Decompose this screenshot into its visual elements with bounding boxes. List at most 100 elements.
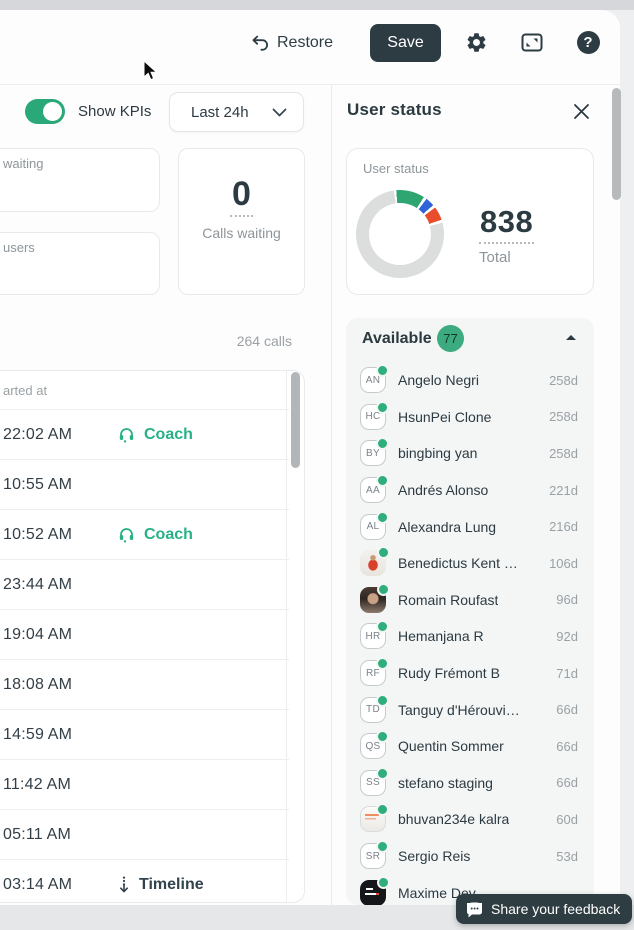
user-row[interactable]: RF Rudy Frémont B 71d	[346, 655, 594, 692]
panel-scrollbar-thumb[interactable]	[612, 88, 621, 200]
call-started-at: 22:02 AM	[3, 425, 73, 443]
save-button[interactable]: Save	[370, 24, 441, 62]
share-feedback-label: Share your feedback	[491, 901, 621, 917]
avatar-initials: BY	[366, 447, 380, 459]
call-started-at: 10:55 AM	[3, 475, 73, 493]
avatar-initials: AL	[366, 521, 380, 533]
user-duration: 96d	[556, 592, 578, 608]
user-row[interactable]: Romain Roufast 96d	[346, 582, 594, 619]
column-header-started-at[interactable]: arted at	[3, 383, 48, 398]
avatar: BY	[360, 437, 389, 467]
user-status-donut-chart	[356, 190, 444, 278]
user-row[interactable]: SR Sergio Reis 53d	[346, 838, 594, 875]
user-status-card: User status 838 Total	[346, 148, 594, 295]
settings-button[interactable]	[461, 27, 491, 57]
call-started-at: 18:08 AM	[3, 675, 73, 693]
table-row[interactable]: 14:59 AM	[0, 709, 289, 759]
time-range-dropdown[interactable]: Last 24h	[169, 92, 304, 132]
timeline-button[interactable]: Timeline	[118, 876, 204, 894]
table-row[interactable]: 10:55 AM	[0, 459, 289, 509]
user-name: Romain Roufast	[398, 591, 499, 608]
user-name: Angelo Negri	[398, 372, 479, 389]
user-row[interactable]: HR Hemanjana R 92d	[346, 618, 594, 655]
available-section: Available 77 AN Angelo Negri 258d HC Hsu…	[346, 318, 594, 905]
avatar: RF	[360, 657, 389, 687]
user-duration: 53d	[556, 848, 578, 864]
header-divider	[0, 84, 620, 85]
user-duration: 66d	[556, 702, 578, 718]
table-scrollbar-thumb[interactable]	[291, 372, 300, 468]
chevron-down-icon	[272, 108, 287, 117]
user-name: stefano staging	[398, 774, 493, 791]
gear-icon	[465, 31, 488, 54]
timeline-label: Timeline	[139, 875, 204, 893]
user-row[interactable]: SS stefano staging 66d	[346, 765, 594, 802]
table-column-border	[286, 371, 287, 902]
calls-waiting-label: Calls waiting	[202, 225, 281, 241]
user-row[interactable]: Benedictus Kent … 106d	[346, 545, 594, 582]
coach-button[interactable]: Coach	[118, 526, 193, 544]
user-row[interactable]: AA Andrés Alonso 221d	[346, 472, 594, 509]
user-row[interactable]: BY bingbing yan 258d	[346, 435, 594, 472]
panel-close-button[interactable]	[568, 98, 594, 124]
avatar-initials: HC	[365, 411, 381, 423]
table-row[interactable]: 22:02 AM Coach	[0, 409, 289, 459]
table-row[interactable]: 03:14 AM Timeline	[0, 859, 289, 902]
presence-dot-icon	[377, 582, 390, 596]
user-name: Andrés Alonso	[398, 482, 489, 499]
fullscreen-button[interactable]	[517, 27, 547, 57]
avatar: HR	[360, 620, 389, 650]
user-row[interactable]: QS Quentin Sommer 66d	[346, 728, 594, 765]
user-duration: 60d	[556, 811, 578, 827]
presence-dot-icon	[376, 657, 389, 671]
restore-button[interactable]: Restore	[250, 28, 333, 58]
kpi-card-calls-waiting: 0 Calls waiting	[178, 148, 305, 295]
user-row[interactable]: HC HsunPei Clone 258d	[346, 399, 594, 436]
calls-waiting-value[interactable]: 0	[230, 177, 253, 217]
calls-count: 264 calls	[236, 333, 292, 349]
presence-dot-icon	[377, 875, 390, 889]
headset-icon	[118, 426, 135, 443]
avatar: SR	[360, 840, 389, 870]
coach-button[interactable]: Coach	[118, 426, 193, 444]
user-duration: 106d	[549, 555, 578, 571]
user-name: Benedictus Kent …	[398, 555, 518, 572]
coach-label: Coach	[144, 425, 193, 443]
available-section-header[interactable]: Available 77	[346, 318, 594, 362]
user-row[interactable]: Maxime Dev	[346, 874, 594, 905]
time-range-value: Last 24h	[191, 103, 249, 121]
table-row[interactable]: 11:42 AM	[0, 759, 289, 809]
share-feedback-button[interactable]: Share your feedback	[456, 894, 633, 924]
table-row[interactable]: 05:11 AM	[0, 809, 289, 859]
user-row[interactable]: AL Alexandra Lung 216d	[346, 508, 594, 545]
table-row[interactable]: 19:04 AM	[0, 609, 289, 659]
panel-title: User status	[347, 100, 442, 119]
user-duration: 258d	[549, 372, 578, 388]
help-button[interactable]: ?	[573, 27, 603, 57]
user-row[interactable]: AN Angelo Negri 258d	[346, 362, 594, 399]
user-row[interactable]: TD Tanguy d'Hérouvi… 66d	[346, 691, 594, 728]
avatar-initials: RF	[366, 667, 380, 679]
show-kpis-toggle[interactable]	[25, 99, 65, 124]
user-duration: 216d	[549, 519, 578, 535]
user-duration: 66d	[556, 738, 578, 754]
toggle-knob	[43, 102, 62, 121]
presence-dot-icon	[376, 400, 389, 414]
call-started-at: 10:52 AM	[3, 525, 73, 543]
table-row[interactable]: 18:08 AM	[0, 659, 289, 709]
available-user-list: AN Angelo Negri 258d HC HsunPei Clone 25…	[346, 362, 594, 905]
user-name: bingbing yan	[398, 445, 478, 462]
call-started-at: 05:11 AM	[3, 825, 72, 843]
table-row[interactable]: 10:52 AM Coach	[0, 509, 289, 559]
user-duration: 221d	[549, 482, 578, 498]
user-name: Rudy Frémont B	[398, 665, 500, 682]
user-row[interactable]: bhuvan234e kalra 60d	[346, 801, 594, 838]
available-count-badge: 77	[437, 325, 464, 352]
table-row[interactable]: 23:44 AM	[0, 559, 289, 609]
headset-icon	[118, 526, 135, 543]
call-started-at: 11:42 AM	[3, 775, 72, 793]
collapse-caret-icon[interactable]	[565, 334, 577, 341]
kpi-card-label: users	[3, 240, 35, 255]
total-value[interactable]: 838	[479, 206, 535, 244]
